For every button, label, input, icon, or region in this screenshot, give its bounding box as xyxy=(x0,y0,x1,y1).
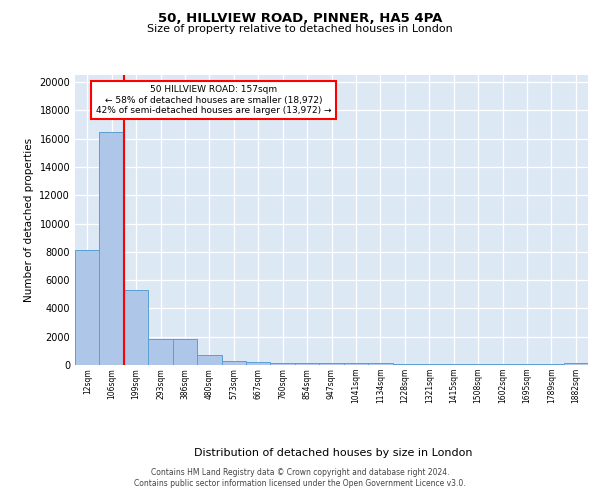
Bar xyxy=(539,364,563,365)
Text: Distribution of detached houses by size in London: Distribution of detached houses by size … xyxy=(194,448,472,458)
Bar xyxy=(563,363,588,365)
Bar xyxy=(246,362,271,365)
Y-axis label: Number of detached properties: Number of detached properties xyxy=(24,138,34,302)
Bar xyxy=(124,290,148,365)
Bar xyxy=(392,364,417,365)
Bar xyxy=(271,362,295,365)
Bar xyxy=(344,364,368,365)
Bar xyxy=(173,339,197,365)
Bar xyxy=(466,364,490,365)
Bar xyxy=(417,364,442,365)
Bar xyxy=(442,364,466,365)
Bar xyxy=(368,364,392,365)
Bar xyxy=(100,132,124,365)
Bar xyxy=(319,363,344,365)
Text: 50, HILLVIEW ROAD, PINNER, HA5 4PA: 50, HILLVIEW ROAD, PINNER, HA5 4PA xyxy=(158,12,442,26)
Text: Size of property relative to detached houses in London: Size of property relative to detached ho… xyxy=(147,24,453,34)
Bar xyxy=(221,361,246,365)
Bar xyxy=(515,364,539,365)
Bar xyxy=(148,339,173,365)
Text: Contains HM Land Registry data © Crown copyright and database right 2024.
Contai: Contains HM Land Registry data © Crown c… xyxy=(134,468,466,487)
Text: 50 HILLVIEW ROAD: 157sqm
← 58% of detached houses are smaller (18,972)
42% of se: 50 HILLVIEW ROAD: 157sqm ← 58% of detach… xyxy=(96,85,331,115)
Bar xyxy=(197,355,221,365)
Bar xyxy=(295,363,319,365)
Bar xyxy=(75,250,100,365)
Bar xyxy=(490,364,515,365)
